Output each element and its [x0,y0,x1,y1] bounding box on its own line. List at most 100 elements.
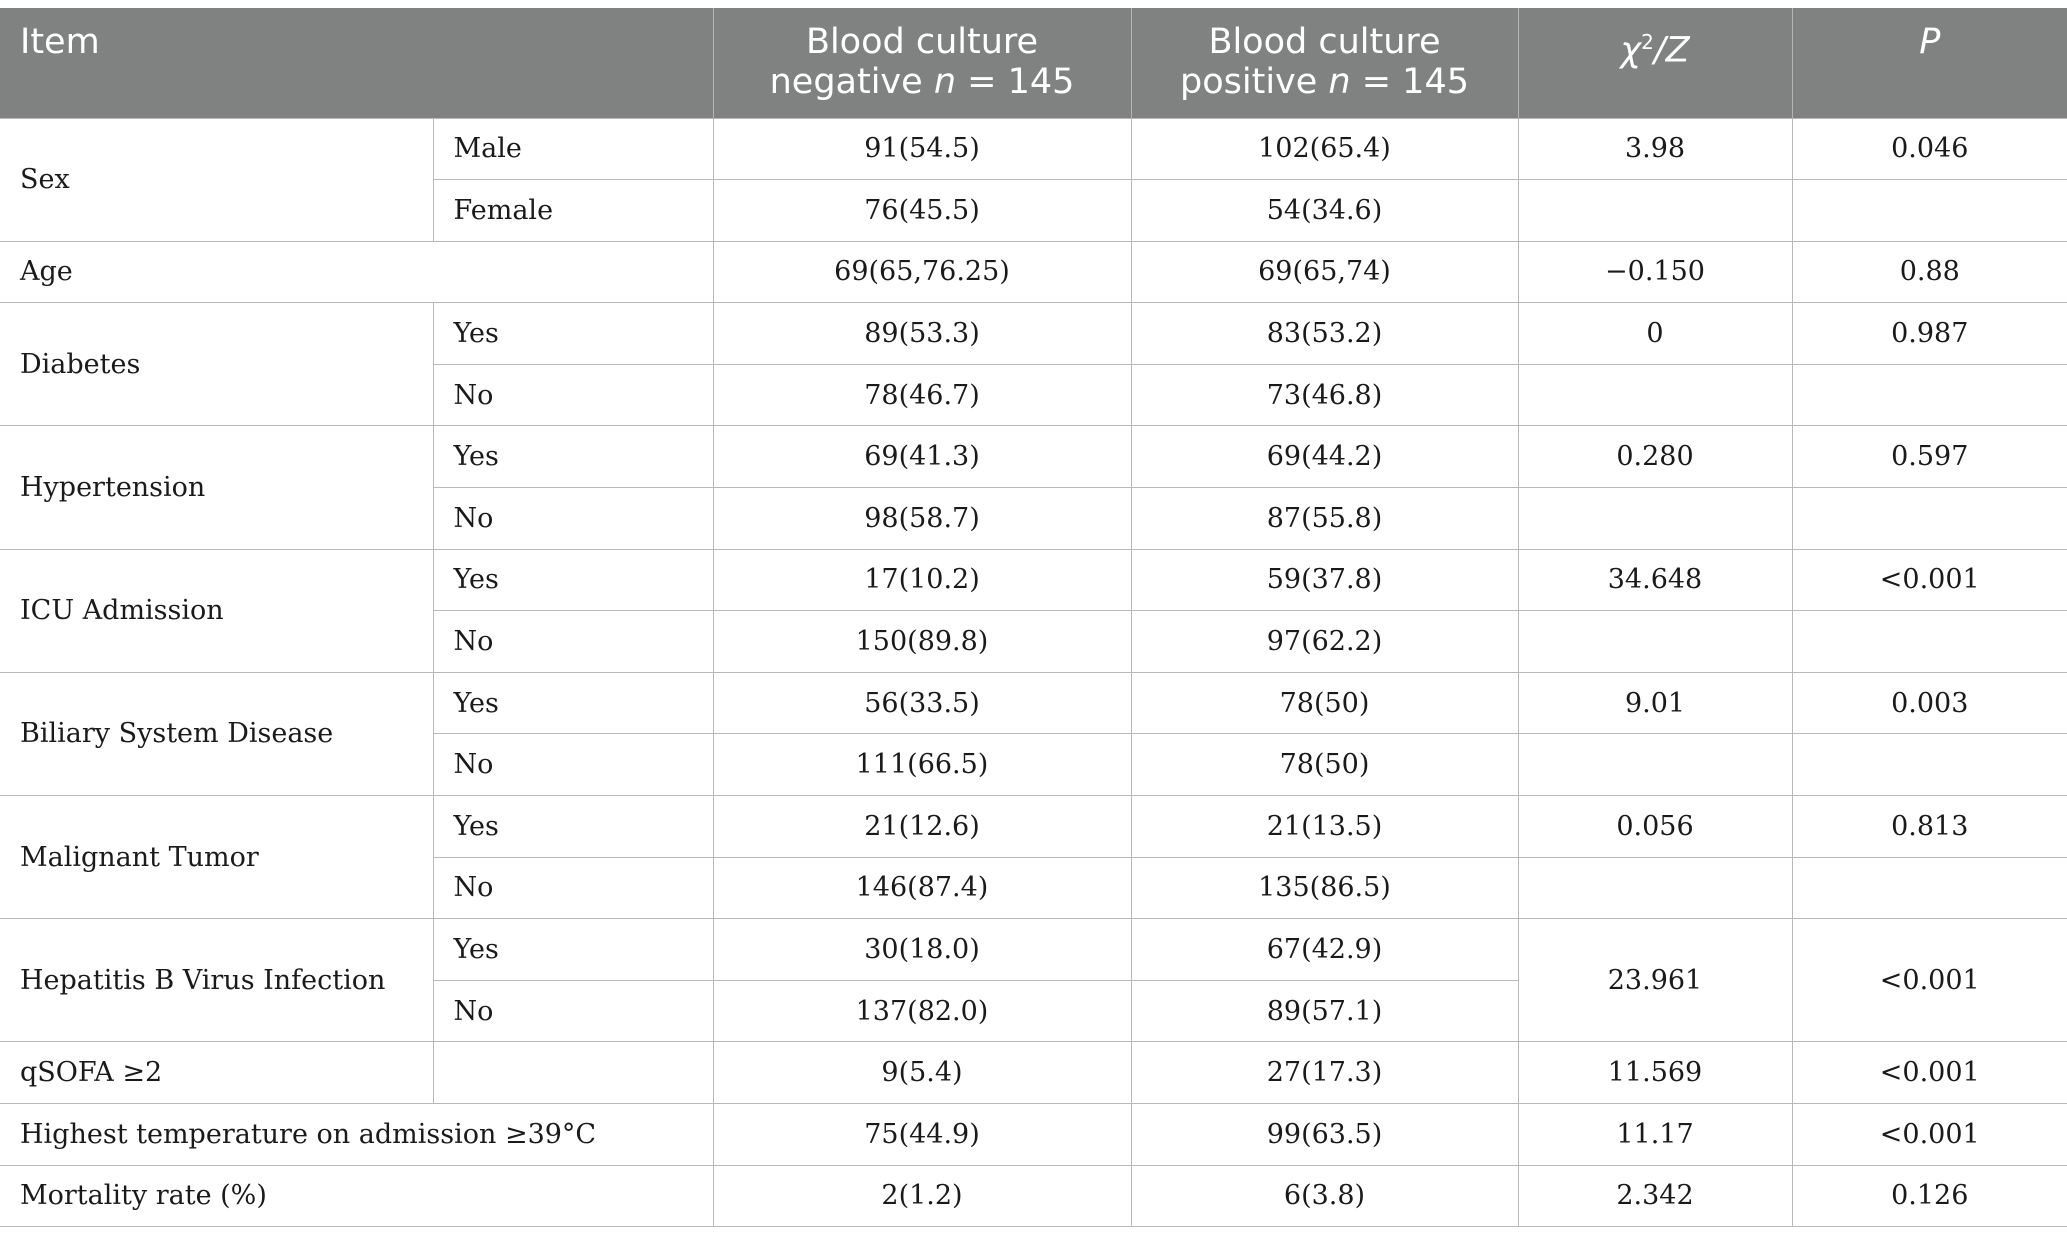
cell-p: <0.001 [1791,1103,2067,1166]
cell-p: 0.813 [1791,795,2067,858]
cell-negative: 137(82.0) [712,979,1132,1043]
cell-positive: 27(17.3) [1130,1041,1519,1104]
cell-positive: 21(13.5) [1130,795,1519,858]
cell-statistic: 23.961 [1517,918,1793,1043]
table-row: No 111(66.5) 78(50) [0,733,2067,797]
cell-negative: 2(1.2) [712,1164,1132,1228]
table-row: Hypertension Yes 69(41.3) 69(44.2) 0.280… [0,425,2067,550]
cell-positive: 69(65,74) [1130,240,1519,304]
cell-statistic: 9.01 [1517,671,1793,735]
header-positive-count: = 145 [1350,62,1469,102]
sublabel-no: No [433,610,714,673]
header-negative-count: = 145 [956,62,1075,102]
cell-p [1791,179,2067,242]
header-p: P [1792,8,2067,118]
header-negative-prefix: negative [769,62,934,102]
table-row: Hepatitis B Virus Infection Yes 30(18.0)… [0,918,2067,1043]
row-label-temperature: Highest temperature on admission ≥39°C [0,1103,714,1166]
cell-negative: 75(44.9) [712,1103,1132,1166]
cell-negative: 91(54.5) [712,117,1132,181]
cell-positive: 78(50) [1130,733,1519,797]
cell-p: 0.88 [1791,240,2067,304]
header-chi-sup: 2 [1641,30,1654,54]
cell-negative: 69(65,76.25) [712,240,1132,304]
cell-p [1791,487,2067,550]
cell-statistic [1517,487,1793,550]
table-row: Female 76(45.5) 54(34.6) [0,179,2067,242]
cell-p: 0.003 [1791,671,2067,735]
cell-positive: 69(44.2) [1130,425,1519,489]
cell-positive: 78(50) [1130,671,1519,735]
row-label-biliary: Biliary System Disease [0,671,434,797]
cell-p [1791,610,2067,673]
cell-p: 0.046 [1791,117,2067,181]
sublabel-no: No [433,856,714,920]
sublabel-no: No [433,979,714,1043]
cell-positive: 99(63.5) [1130,1103,1519,1166]
cell-positive: 54(34.6) [1130,179,1519,242]
row-label-age: Age [0,240,714,304]
cell-positive: 6(3.8) [1130,1164,1519,1228]
sublabel-male: Male [432,117,714,181]
cell-negative: 76(45.5) [712,179,1132,242]
table-row: Highest temperature on admission ≥39°C 7… [0,1103,2067,1166]
header-negative-line1: Blood culture [805,22,1039,62]
header-chi-rest: /Z [1653,30,1690,71]
cell-p: <0.001 [1791,1041,2067,1104]
header-positive: Blood culture positive n = 145 [1131,8,1519,118]
cell-statistic: 3.98 [1517,117,1793,181]
cell-negative: 146(87.4) [712,856,1132,920]
cell-p [1791,856,2067,920]
cell-negative: 150(89.8) [712,610,1132,673]
cell-statistic: 2.342 [1517,1164,1793,1228]
header-chi-symbol: χ [1620,30,1642,71]
table-row: Diabetes Yes 89(53.3) 83(53.2) 0 0.987 [0,302,2067,427]
cell-statistic [1517,610,1793,673]
cell-p: <0.001 [1791,548,2067,612]
sublabel-yes: Yes [432,918,714,981]
cell-negative: 21(12.6) [712,795,1132,858]
row-label-hypertension: Hypertension [0,425,434,550]
header-positive-prefix: positive [1180,62,1329,102]
sublabel-yes: Yes [432,302,714,365]
row-label-hbv: Hepatitis B Virus Infection [0,918,434,1043]
data-table: Item Blood culture negative n = 145 Bloo… [0,8,2067,1228]
cell-negative: 56(33.5) [712,671,1132,735]
row-label-icu: ICU Admission [0,548,434,673]
table-row: qSOFA ≥2 9(5.4) 27(17.3) 11.569 <0.001 [0,1041,2067,1104]
cell-statistic [1517,179,1793,242]
header-negative-n: n [933,62,956,102]
cell-statistic: 0 [1517,302,1793,365]
cell-negative: 89(53.3) [712,302,1132,365]
header-row: Item Blood culture negative n = 145 Bloo… [0,8,2067,118]
sublabel-yes: Yes [432,425,714,489]
cell-statistic: 11.569 [1517,1041,1793,1104]
cell-positive: 67(42.9) [1130,918,1519,981]
cell-statistic: 11.17 [1517,1103,1793,1166]
cell-p: <0.001 [1791,918,2067,1043]
cell-positive: 89(57.1) [1130,979,1518,1043]
cell-positive: 87(55.8) [1130,487,1519,550]
cell-statistic: 34.648 [1517,548,1793,612]
row-label-qsofa: qSOFA ≥2 [0,1041,434,1104]
cell-statistic [1517,856,1793,920]
sublabel-yes: Yes [432,671,714,735]
table-row: No 146(87.4) 135(86.5) [0,856,2067,920]
sublabel-yes: Yes [432,795,714,858]
sublabel-no: No [433,487,714,550]
cell-positive: 135(86.5) [1130,856,1519,920]
row-label-tumor: Malignant Tumor [0,795,434,920]
header-item: Item [0,8,714,118]
cell-statistic: 0.280 [1517,425,1793,489]
sublabel-female: Female [433,179,714,242]
cell-positive: 73(46.8) [1130,363,1519,427]
header-item-label: Item [20,22,100,62]
header-positive-n: n [1328,62,1351,102]
cell-negative: 30(18.0) [712,918,1132,981]
row-label-mortality: Mortality rate (%) [0,1164,714,1228]
cell-statistic: −0.150 [1517,240,1793,304]
table-row: ICU Admission Yes 17(10.2) 59(37.8) 34.6… [0,548,2067,673]
table-row: Sex Male 91(54.5) 102(65.4) 3.98 0.046 [0,117,2067,242]
table-row: Age 69(65,76.25) 69(65,74) −0.150 0.88 [0,240,2067,304]
header-positive-line1: Blood culture [1208,22,1441,62]
